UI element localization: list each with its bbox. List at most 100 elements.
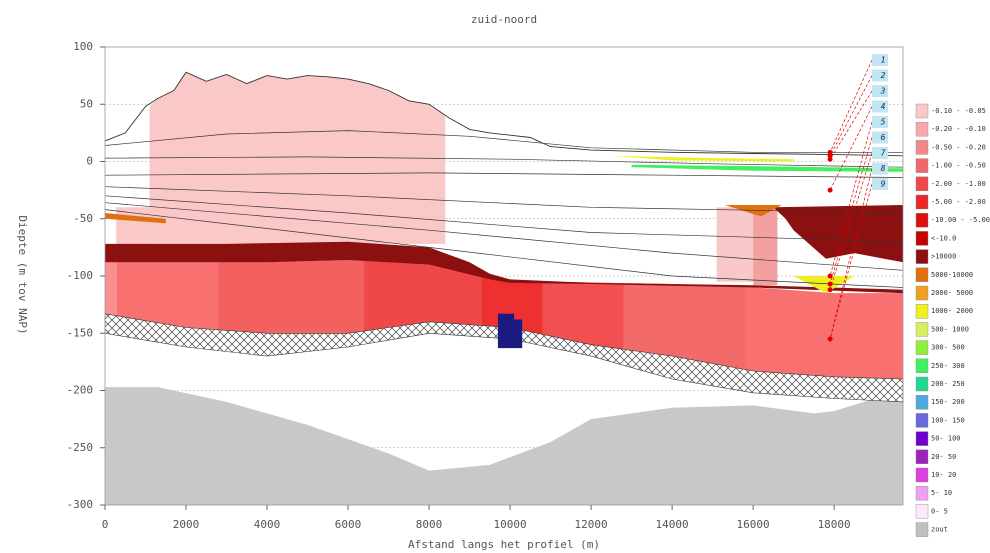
marker-link bbox=[829, 137, 873, 285]
x-axis-label: Afstand langs het profiel (m) bbox=[408, 538, 600, 551]
layer bbox=[105, 213, 166, 224]
marker-link bbox=[829, 121, 873, 277]
layer bbox=[753, 207, 778, 286]
legend-swatch bbox=[915, 395, 929, 410]
legend-label: 10- 20 bbox=[931, 471, 956, 479]
layer bbox=[773, 205, 903, 263]
x-tick-label: 4000 bbox=[254, 518, 281, 531]
marker-label: 2 bbox=[881, 71, 886, 80]
legend-label: 250- 300 bbox=[931, 362, 965, 370]
legend-swatch bbox=[915, 413, 929, 428]
marker-link bbox=[829, 75, 873, 156]
plot-area: 1 2 3 4 5 6 7 8 9 bbox=[104, 54, 904, 505]
legend-label: 50- 100 bbox=[931, 435, 961, 443]
legend-swatch bbox=[915, 267, 929, 282]
marker-box bbox=[872, 147, 888, 159]
legend-label: 5000-10000 bbox=[931, 271, 973, 279]
legend-swatch bbox=[915, 449, 929, 464]
well-point bbox=[827, 149, 833, 155]
marker-box bbox=[872, 131, 888, 144]
legend-swatch bbox=[915, 431, 929, 446]
marker-link bbox=[829, 106, 873, 191]
legend-swatch bbox=[915, 467, 929, 483]
legend: -0.10 - -0.05 -0.20 - -0.10 -0.50 - -0.20 -… bbox=[915, 103, 990, 537]
well-point bbox=[827, 287, 833, 293]
layer bbox=[724, 205, 782, 217]
y-tick-label: -250 bbox=[67, 441, 94, 454]
marker-box bbox=[872, 100, 888, 113]
x-tick-label: 6000 bbox=[335, 518, 362, 531]
marker-link bbox=[829, 152, 873, 290]
marker-label: 4 bbox=[881, 102, 886, 111]
marker-label: 3 bbox=[880, 87, 886, 96]
marker-label: 8 bbox=[881, 164, 886, 173]
well-point bbox=[827, 273, 833, 279]
legend-label: zout bbox=[931, 526, 948, 534]
legend-swatch bbox=[915, 121, 929, 137]
marker-label: 5 bbox=[881, 118, 886, 127]
marker-link bbox=[829, 168, 873, 340]
x-tick-label: 10000 bbox=[494, 518, 527, 531]
legend-swatch bbox=[915, 249, 929, 264]
y-tick-label: -300 bbox=[67, 498, 94, 511]
legend-swatch bbox=[915, 285, 929, 301]
marker-link bbox=[829, 90, 873, 160]
layer bbox=[105, 387, 903, 505]
legend-label: 300- 500 bbox=[931, 344, 965, 352]
x-tick-label: 14000 bbox=[656, 518, 689, 531]
marker-box bbox=[872, 54, 888, 66]
layer bbox=[105, 241, 903, 294]
layer-boundary bbox=[104, 202, 904, 271]
x-tick-label: 12000 bbox=[575, 518, 608, 531]
marker-link bbox=[829, 59, 873, 153]
marker-box bbox=[872, 69, 888, 82]
layer-boundary bbox=[104, 186, 904, 214]
legend-swatch bbox=[915, 322, 929, 337]
well-point bbox=[827, 281, 833, 287]
legend-label: 0- 5 bbox=[931, 507, 948, 515]
legend-label: 5- 10 bbox=[931, 489, 952, 497]
x-tick-label: 16000 bbox=[737, 518, 770, 531]
x-tick-label: 0 bbox=[102, 518, 109, 531]
x-tick-label: 8000 bbox=[416, 518, 443, 531]
y-tick-label: 0 bbox=[86, 155, 93, 168]
layer-boundary bbox=[104, 195, 904, 243]
legend-label: 500- 1000 bbox=[931, 325, 969, 333]
legend-label: -1.00 - -0.50 bbox=[931, 162, 986, 170]
y-tick-label: 50 bbox=[80, 97, 93, 110]
marker-label: 9 bbox=[881, 180, 886, 189]
legend-swatch bbox=[915, 304, 929, 319]
marker-label: 1 bbox=[881, 56, 886, 65]
layer bbox=[793, 276, 855, 294]
well-point bbox=[827, 187, 833, 193]
legend-label: -10.00 - -5.00 bbox=[931, 216, 990, 224]
well-point bbox=[827, 336, 833, 342]
marker-link bbox=[829, 183, 873, 340]
legend-label: 150- 200 bbox=[931, 398, 965, 406]
surface-line bbox=[104, 71, 904, 157]
legend-label: 1000- 2000 bbox=[931, 307, 973, 315]
layer bbox=[611, 155, 794, 162]
legend-label: -5.00 - -2.00 bbox=[931, 198, 986, 206]
layer-boundary bbox=[104, 172, 904, 178]
y-tick-label: -50 bbox=[73, 212, 93, 225]
legend-swatch bbox=[915, 231, 929, 246]
legend-swatch bbox=[915, 486, 929, 501]
legend-swatch bbox=[915, 358, 929, 373]
marker-box bbox=[872, 178, 888, 190]
layer-boundary bbox=[104, 130, 903, 153]
legend-label: 2000- 5000 bbox=[931, 289, 973, 297]
well-point bbox=[827, 156, 833, 162]
chart-title: zuid-noord bbox=[471, 13, 537, 26]
legend-label: -0.50 - -0.20 bbox=[931, 143, 986, 151]
y-tick-label: -200 bbox=[67, 384, 94, 397]
legend-label: 200- 250 bbox=[931, 380, 965, 388]
legend-label: -2.00 - -1.00 bbox=[931, 180, 986, 188]
legend-label: 100- 150 bbox=[931, 416, 965, 424]
x-tick-label: 18000 bbox=[818, 518, 851, 531]
legend-swatch bbox=[915, 176, 929, 192]
legend-swatch bbox=[915, 212, 929, 228]
marker-label: 7 bbox=[881, 149, 886, 158]
y-tick-label: 100 bbox=[73, 40, 93, 53]
